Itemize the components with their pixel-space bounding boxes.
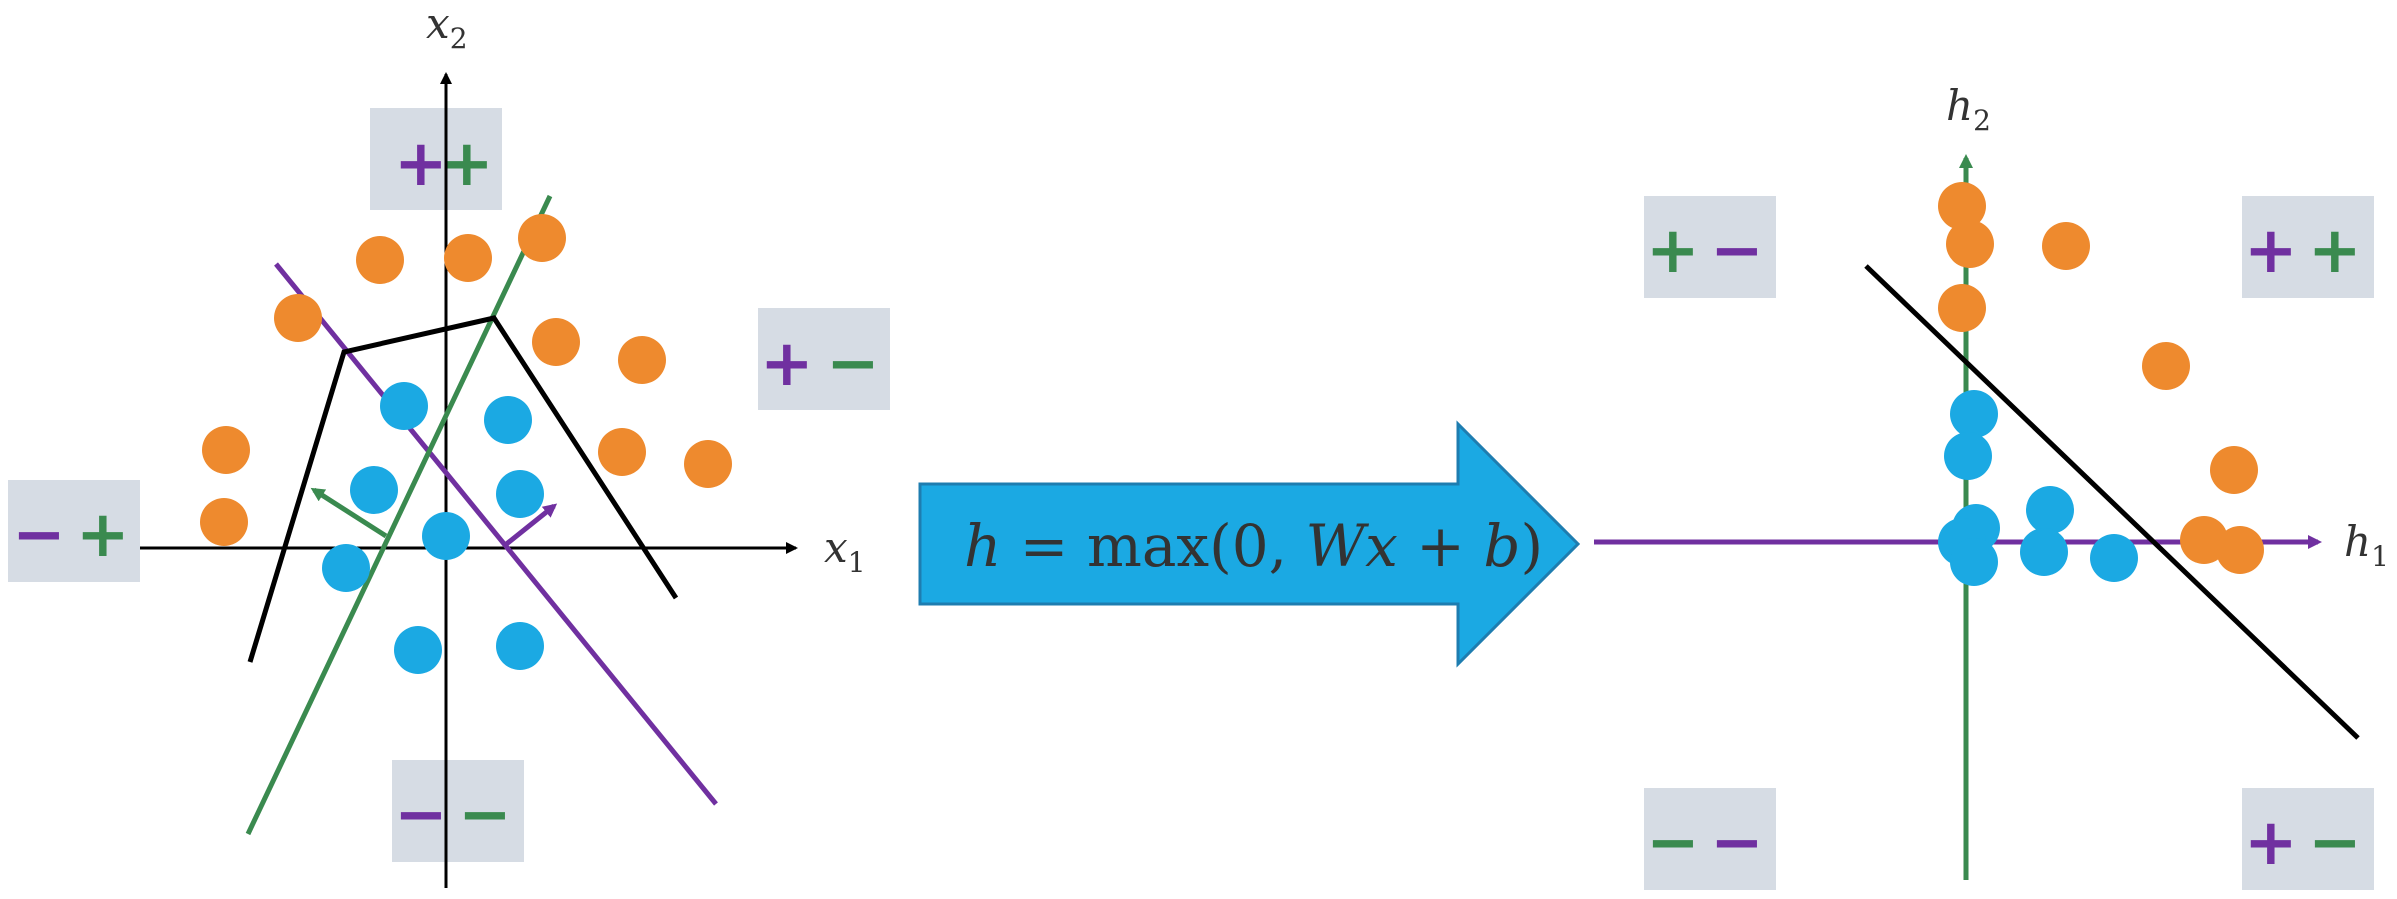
green-weight-arrow	[310, 487, 388, 539]
orange-point	[444, 234, 492, 282]
sign-first: −	[12, 498, 66, 572]
sign-first: +	[2244, 214, 2298, 288]
sign-first: −	[394, 778, 448, 852]
left-sign-box-top: + +	[370, 108, 502, 210]
orange-point	[684, 440, 732, 488]
sign-second: −	[1710, 214, 1764, 288]
orange-point	[2180, 516, 2228, 564]
left-sign-box-right: + −	[758, 308, 890, 410]
right-decision-boundary	[1864, 264, 2360, 740]
blue-point	[380, 382, 428, 430]
blue-point	[2020, 528, 2068, 576]
right-h1-axis-label: h1	[2344, 517, 2389, 573]
big-arrow-shape	[918, 420, 1581, 668]
right-sign-box-bottom-right: + −	[2242, 788, 2374, 890]
left-x-axis-label: x1	[824, 523, 866, 579]
transform-arrow: h = max(0, Wx + b)	[918, 420, 1581, 668]
blue-point	[496, 622, 544, 670]
right-sign-box-top-right: + +	[2242, 196, 2374, 298]
orange-point	[618, 336, 666, 384]
orange-point	[202, 426, 250, 474]
blue-point	[422, 512, 470, 560]
sign-first: −	[1646, 806, 1700, 880]
orange-point	[2210, 446, 2258, 494]
right-h2-axis-label: h2	[1946, 81, 1991, 137]
orange-point	[2216, 526, 2264, 574]
right-sign-box-top-left: + −	[1644, 196, 1776, 298]
right-sign-box-bottom-left: − −	[1644, 788, 1776, 890]
orange-point	[518, 214, 566, 262]
sign-second: +	[2308, 214, 2362, 288]
sign-first: +	[2244, 806, 2298, 880]
orange-point	[274, 294, 322, 342]
blue-point	[2090, 534, 2138, 582]
left-blue-points	[322, 382, 544, 674]
right-orange-points	[1938, 182, 2264, 574]
orange-point	[2142, 342, 2190, 390]
sign-second: +	[76, 498, 130, 572]
purple-weight-arrow	[502, 503, 558, 548]
left-orange-points	[200, 214, 732, 546]
left-panel: + + + − − + − − x1 x2	[8, 0, 890, 888]
orange-point	[1946, 220, 1994, 268]
sign-first: +	[760, 327, 814, 401]
right-panel: + − + + − − + − h1 h2	[1594, 81, 2389, 890]
green-hyperplane	[245, 194, 553, 836]
orange-point	[1938, 182, 1986, 230]
blue-point	[322, 544, 370, 592]
left-sign-box-bottom: − −	[392, 760, 524, 862]
blue-point	[394, 626, 442, 674]
purple-hyperplane	[274, 262, 718, 806]
left-decision-boundary	[247, 315, 679, 663]
sign-second: +	[440, 127, 494, 201]
blue-point	[1950, 390, 1998, 438]
sign-second: −	[2308, 806, 2362, 880]
blue-point	[484, 396, 532, 444]
blue-point	[350, 466, 398, 514]
sign-first: +	[394, 127, 448, 201]
relu-equation: h = max(0, Wx + b)	[964, 512, 1543, 580]
orange-point	[356, 236, 404, 284]
blue-point	[1944, 432, 1992, 480]
left-y-axis-label: x2	[426, 0, 468, 55]
sign-second: −	[826, 327, 880, 401]
left-sign-box-left: − +	[8, 480, 140, 582]
orange-point	[200, 498, 248, 546]
orange-point	[1938, 284, 1986, 332]
sign-first: +	[1646, 214, 1700, 288]
blue-point	[2026, 486, 2074, 534]
blue-point	[496, 470, 544, 518]
blue-point	[1950, 538, 1998, 586]
sign-second: −	[458, 778, 512, 852]
orange-point	[598, 428, 646, 476]
orange-point	[2042, 222, 2090, 270]
right-blue-points	[1938, 390, 2138, 586]
sign-second: −	[1710, 806, 1764, 880]
orange-point	[532, 318, 580, 366]
